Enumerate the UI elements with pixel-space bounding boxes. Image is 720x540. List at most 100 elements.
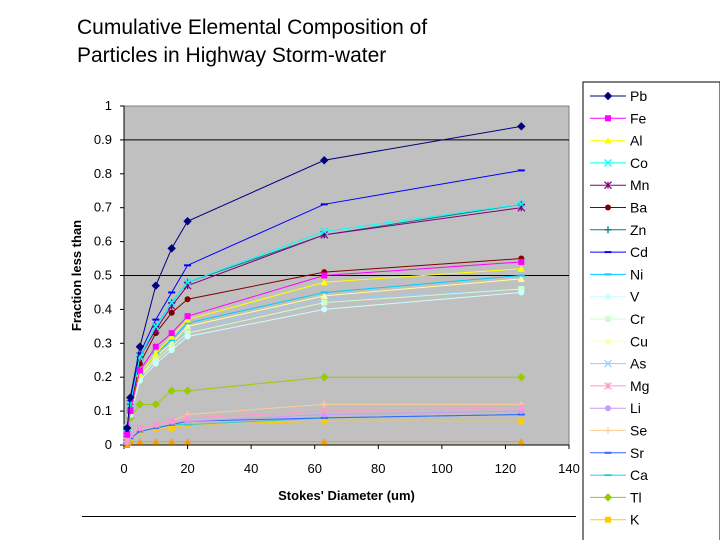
data-point <box>321 299 328 306</box>
data-point <box>518 418 525 425</box>
legend-entry: K <box>590 512 640 528</box>
data-point <box>184 438 192 445</box>
data-point <box>320 292 328 299</box>
legend-marker <box>605 204 611 211</box>
x-tick-label: 20 <box>180 461 194 476</box>
data-point <box>135 400 145 409</box>
data-point <box>168 309 175 316</box>
data-point <box>517 438 525 445</box>
legend-label: Se <box>630 423 647 439</box>
legend-marker <box>605 316 611 322</box>
series-line <box>126 169 522 429</box>
data-point <box>518 286 525 293</box>
legend-label: V <box>630 289 640 305</box>
data-point <box>321 306 328 313</box>
legend-entry: Cu <box>590 333 648 349</box>
data-point <box>184 322 192 330</box>
legend-entry: Zn <box>590 222 646 238</box>
data-point <box>517 200 526 209</box>
y-tick-label: 0 <box>105 437 112 452</box>
y-tick-label: 1 <box>105 98 112 113</box>
series-unnamed <box>123 438 525 448</box>
data-point <box>167 298 176 307</box>
x-axis-label: Stokes' Diameter (um) <box>278 488 415 503</box>
data-point <box>168 438 176 445</box>
legend-marker <box>604 381 612 390</box>
legend-entry: Al <box>590 133 642 149</box>
y-tick-label: 0.1 <box>94 403 112 418</box>
legend-marker <box>603 91 613 101</box>
data-point <box>517 122 526 131</box>
legend-entry: Ca <box>590 467 648 483</box>
data-point <box>321 272 328 279</box>
data-point <box>124 431 131 438</box>
y-tick-label: 0.2 <box>94 369 112 384</box>
data-point <box>184 333 191 340</box>
legend-entry: Se <box>590 423 647 439</box>
x-tick-label: 40 <box>244 461 258 476</box>
legend-entry: V <box>590 289 640 305</box>
slide-divider-line <box>82 516 576 517</box>
data-point <box>136 367 143 374</box>
series-Fe <box>124 258 525 438</box>
y-tick-label: 0.4 <box>94 301 112 316</box>
legend-label: Cd <box>630 244 648 260</box>
legend-entry: Cr <box>590 311 645 327</box>
legend-label: Mg <box>630 378 649 394</box>
legend-marker <box>604 359 612 368</box>
legend-marker <box>605 405 611 412</box>
legend-marker <box>603 493 613 502</box>
data-point <box>151 420 160 429</box>
legend-label: Zn <box>630 222 646 238</box>
data-point <box>184 330 191 337</box>
data-point <box>320 278 328 286</box>
legend-label: Co <box>630 155 648 171</box>
legend-label: Ca <box>630 467 648 483</box>
x-tick-label: 120 <box>495 461 517 476</box>
x-tick-label: 140 <box>558 461 580 476</box>
y-tick-label: 0.9 <box>94 132 112 147</box>
data-point <box>168 333 176 340</box>
legend-label: Mn <box>630 177 649 193</box>
x-tick-label: 80 <box>371 461 385 476</box>
data-point <box>320 400 328 408</box>
data-point <box>135 342 145 351</box>
legend-marker <box>604 337 612 345</box>
x-tick-label: 100 <box>431 461 453 476</box>
data-point <box>517 265 525 272</box>
data-point <box>136 438 144 445</box>
legend-entry: Ba <box>590 200 647 216</box>
legend-label: Tl <box>630 489 642 505</box>
legend-marker <box>605 293 611 300</box>
y-tick-label: 0.8 <box>94 166 112 181</box>
legend-label: Ba <box>630 200 647 216</box>
data-point <box>517 203 526 212</box>
data-point <box>151 400 160 409</box>
data-point <box>127 408 134 415</box>
data-point <box>517 403 526 412</box>
data-point <box>183 386 192 395</box>
data-point <box>126 393 135 402</box>
legend-marker <box>604 427 612 434</box>
data-point <box>151 281 160 290</box>
data-point <box>518 258 525 265</box>
series-Pb <box>122 122 526 433</box>
data-point <box>152 360 159 367</box>
data-point <box>517 372 526 382</box>
data-point <box>167 386 176 395</box>
legend-entry: Fe <box>590 110 647 126</box>
data-point <box>320 372 329 382</box>
legend-label: Cr <box>630 311 645 327</box>
data-point <box>152 343 159 350</box>
data-point <box>167 417 176 426</box>
data-point <box>184 296 191 303</box>
legend-marker <box>605 516 611 523</box>
data-point <box>184 313 191 320</box>
legend-entry: Co <box>590 155 648 171</box>
slide-title: Cumulative Elemental Composition of Part… <box>77 14 427 70</box>
legend-marker <box>604 226 612 234</box>
title-line-1: Cumulative Elemental Composition of <box>77 16 428 39</box>
data-point <box>168 425 175 432</box>
data-point <box>123 437 132 446</box>
title-line-2: Particles in Highway Storm-water <box>77 44 387 67</box>
